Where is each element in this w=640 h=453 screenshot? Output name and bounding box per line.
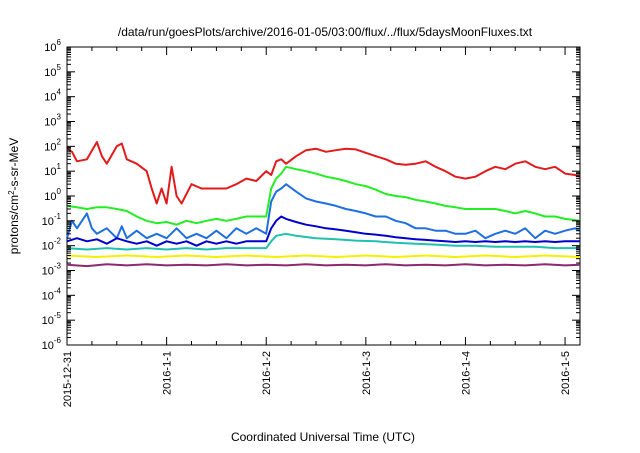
series-line-7 bbox=[66, 263, 581, 268]
y-tick-label-3: 10-3 bbox=[42, 262, 62, 278]
y-tick-exponent: -6 bbox=[54, 336, 62, 345]
y-tick-base: 10 bbox=[44, 166, 56, 178]
y-axis-label-sup: 2 bbox=[7, 190, 16, 195]
y-tick-base: 10 bbox=[42, 290, 54, 302]
y-tick-base: 10 bbox=[44, 117, 56, 129]
x-tick-label-1: 2016-1-1 bbox=[162, 351, 174, 395]
x-axis: 2015-12-31 2016-1-1 2016-1-2 2016-1-3 2016-1… bbox=[62, 47, 572, 407]
y-tick-base: 10 bbox=[44, 191, 56, 203]
y-tick-exponent: -1 bbox=[54, 212, 62, 221]
y-axis-label-suffix: -s-sr-MeV bbox=[7, 138, 21, 191]
y-tick-label-6: 100 bbox=[44, 187, 61, 203]
series-line-4 bbox=[66, 215, 580, 247]
y-tick-base: 10 bbox=[44, 141, 56, 153]
y-tick-label-1: 10-5 bbox=[42, 311, 62, 327]
y-tick-base: 10 bbox=[44, 42, 56, 54]
y-tick-label-4: 10-2 bbox=[42, 237, 62, 253]
y-tick-label-8: 102 bbox=[44, 137, 61, 153]
y-tick-label-2: 10-4 bbox=[42, 286, 62, 302]
y-tick-label-7: 101 bbox=[44, 162, 61, 178]
series-line-2 bbox=[66, 165, 581, 226]
y-axis-label-prefix: protons/cm bbox=[7, 195, 21, 254]
y-tick-exponent: -4 bbox=[54, 286, 62, 295]
series-line-1 bbox=[66, 141, 581, 205]
y-tick-exponent: 5 bbox=[57, 63, 62, 72]
y-tick-base: 10 bbox=[44, 92, 56, 104]
plot-area-border bbox=[66, 46, 581, 346]
y-axis-label: protons/cm2-s-sr-MeV bbox=[7, 138, 22, 254]
y-tick-base: 10 bbox=[42, 216, 54, 228]
y-tick-label-9: 103 bbox=[44, 113, 61, 129]
y-axis: 10-610-510-410-310-210-11001011021031041… bbox=[42, 38, 580, 352]
x-tick-label-3: 2016-1-3 bbox=[361, 351, 373, 395]
y-tick-base: 10 bbox=[42, 315, 54, 327]
x-axis-label: Coordinated Universal Time (UTC) bbox=[231, 430, 415, 444]
x-tick-label-4: 2016-1-4 bbox=[460, 351, 472, 395]
x-tick-label-2: 2016-1-2 bbox=[261, 351, 273, 395]
series-line-3 bbox=[66, 183, 581, 240]
y-tick-exponent: 3 bbox=[57, 113, 62, 122]
y-tick-base: 10 bbox=[42, 266, 54, 278]
y-tick-exponent: 2 bbox=[57, 137, 62, 146]
y-tick-label-11: 105 bbox=[44, 63, 61, 79]
series-line-6 bbox=[66, 254, 581, 258]
x-tick-label-5: 2016-1-5 bbox=[560, 351, 572, 395]
y-tick-base: 10 bbox=[44, 67, 56, 79]
y-tick-exponent: -3 bbox=[54, 262, 62, 271]
y-tick-base: 10 bbox=[42, 340, 54, 352]
y-tick-exponent: 1 bbox=[57, 162, 62, 171]
y-tick-exponent: 0 bbox=[57, 187, 62, 196]
y-tick-label-10: 104 bbox=[44, 88, 61, 104]
plot-frame bbox=[66, 46, 581, 346]
chart-title: /data/run/goesPlots/archive/2016-01-05/0… bbox=[118, 25, 533, 39]
y-tick-label-0: 10-6 bbox=[42, 336, 62, 352]
series-group bbox=[66, 141, 581, 268]
y-tick-base: 10 bbox=[42, 241, 54, 253]
y-tick-exponent: -5 bbox=[54, 311, 62, 320]
y-tick-label-12: 106 bbox=[44, 38, 61, 54]
x-tick-label-0: 2015-12-31 bbox=[62, 351, 74, 407]
series-line-5 bbox=[66, 232, 580, 251]
y-tick-exponent: 4 bbox=[57, 88, 62, 97]
y-tick-exponent: 6 bbox=[57, 38, 62, 47]
y-tick-label-5: 10-1 bbox=[42, 212, 62, 228]
y-tick-exponent: -2 bbox=[54, 237, 62, 246]
